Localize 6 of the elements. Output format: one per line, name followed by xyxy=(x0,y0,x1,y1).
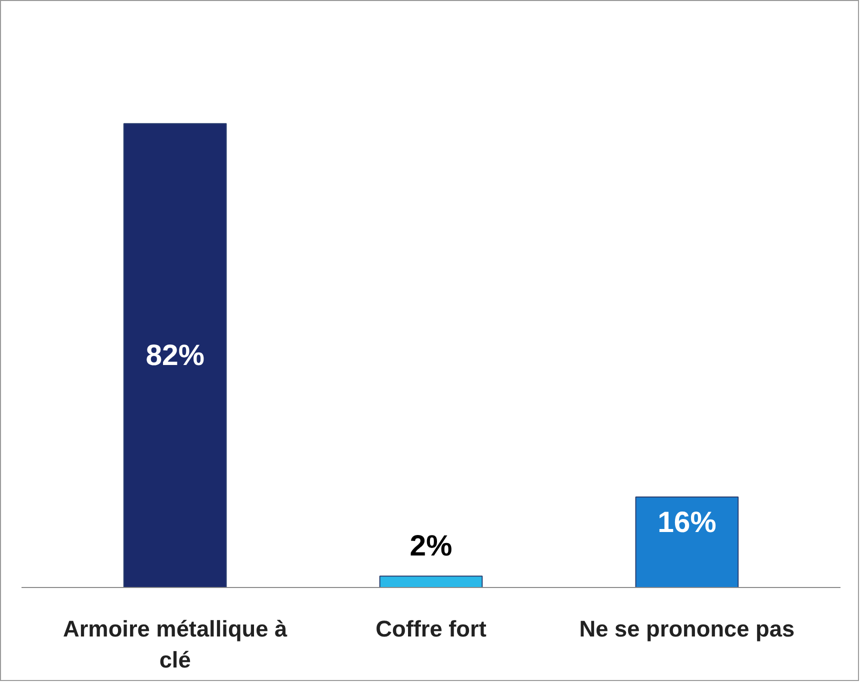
data-label: 16% xyxy=(658,506,716,539)
data-label: 82% xyxy=(146,339,204,372)
data-label: 2% xyxy=(410,529,452,562)
x-tick-label: Ne se prononce pas xyxy=(579,616,795,642)
x-tick-label: Coffre fort xyxy=(376,616,487,642)
x-tick-label: Armoire métallique à clé xyxy=(63,616,288,673)
